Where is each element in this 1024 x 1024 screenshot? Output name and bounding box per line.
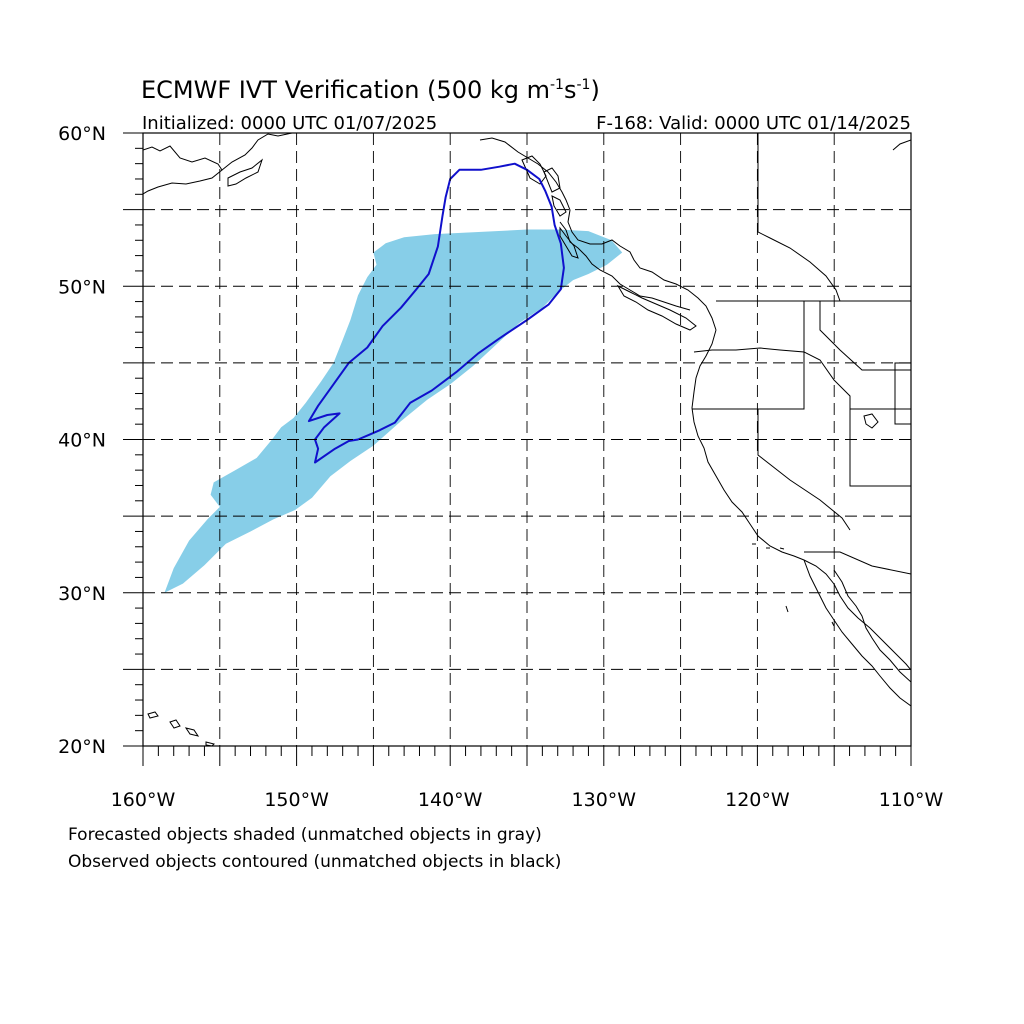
map-title: ECMWF IVT Verification (500 kg m-1s-1) (141, 76, 600, 104)
alaska-coastline-gulf (221, 133, 293, 171)
title-sup2: -1 (576, 77, 590, 93)
ak-islands-3 (551, 195, 567, 217)
mexico-border (804, 551, 911, 575)
lon-tick-label: 130°W (572, 789, 637, 811)
lon-tick-label: 150°W (264, 789, 329, 811)
lat-tick-label: 50°N (58, 276, 106, 298)
southeast-alaska-coast (479, 137, 717, 331)
forecast-object-shading (164, 229, 623, 593)
axis-ticks (123, 132, 912, 766)
lon-tick-label: 140°W (418, 789, 483, 811)
lat-tick-label: 40°N (58, 430, 106, 452)
hawaii-islands (147, 711, 215, 746)
lon-tick-label: 110°W (879, 789, 944, 811)
haida-gwaii (559, 226, 579, 259)
title-end: ) (590, 76, 599, 104)
lat-tick-label: 60°N (58, 123, 106, 145)
great-salt-lake (863, 413, 879, 429)
longitude-labels: 160°W 150°W 140°W 130°W 120°W 110°W (111, 789, 944, 811)
title-main: ECMWF IVT Verification (500 kg m (141, 76, 550, 104)
valid-time-label: F-168: Valid: 0000 UTC 01/14/2025 (596, 113, 911, 134)
lon-tick-label: 160°W (111, 789, 176, 811)
state-border-id (803, 301, 911, 487)
baja-east-coast (833, 569, 911, 683)
alaska-coastline (143, 145, 223, 195)
west-coast-us (691, 329, 911, 671)
state-border-wa-or (692, 347, 805, 410)
observed-object-contour (307, 162, 565, 464)
forecast-layer (164, 229, 623, 593)
init-time-label: Initialized: 0000 UTC 01/07/2025 (142, 113, 437, 134)
title-sup1: -1 (550, 77, 564, 93)
ak-islands-2 (543, 167, 561, 193)
kenai-coast (227, 158, 264, 187)
channel-islands (752, 543, 785, 550)
state-border-mt (819, 301, 911, 371)
lon-tick-label: 120°W (725, 789, 790, 811)
canada-interior-border-2 (892, 139, 911, 151)
lat-tick-label: 20°N (58, 736, 106, 758)
caption-observed: Observed objects contoured (unmatched ob… (68, 852, 562, 872)
vancouver-island (616, 284, 697, 331)
caption-forecast: Forecasted objects shaded (unmatched obj… (68, 825, 542, 845)
latitude-labels: 60°N 50°N 40°N 30°N 20°N (58, 123, 106, 758)
coastline-layer (143, 133, 911, 746)
title-mid: s (564, 76, 577, 104)
baja-peninsula (803, 559, 911, 707)
observed-layer (307, 162, 565, 464)
gulf-of-california-isle (785, 605, 835, 627)
state-border-nv-ca (757, 409, 851, 531)
graticule (143, 133, 911, 746)
lat-tick-label: 30°N (58, 583, 106, 605)
